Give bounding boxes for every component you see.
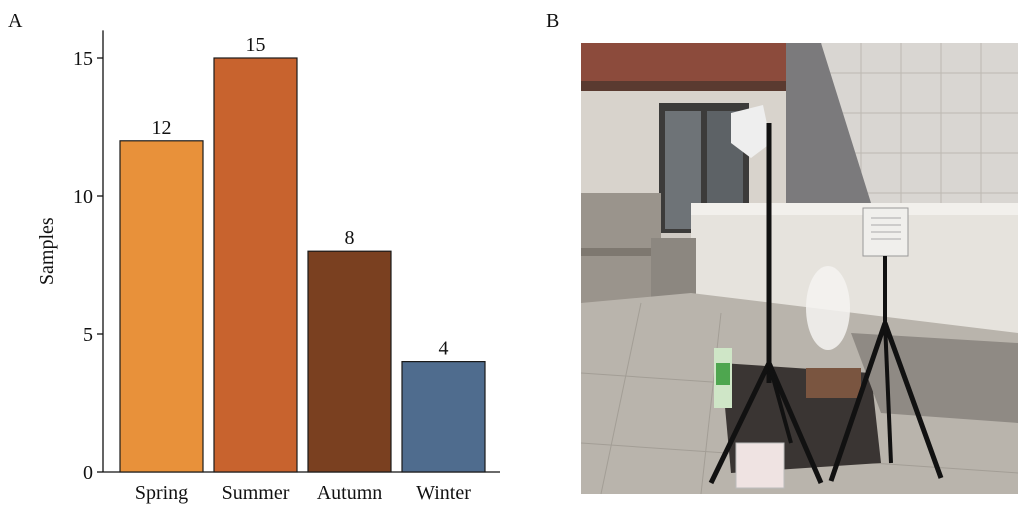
y-tick-label: 10 bbox=[73, 186, 93, 208]
bar-value-label: 8 bbox=[345, 227, 355, 249]
photo-scene bbox=[581, 43, 1018, 494]
x-tick-label: Autumn bbox=[317, 482, 383, 504]
bar-autumn bbox=[307, 250, 392, 473]
rooftop-sampler-photo bbox=[581, 43, 1018, 494]
y-tick-label: 15 bbox=[73, 48, 93, 70]
bar-chart: 0 5 10 15 Samples 12 Spring 15 Summer 8 Autumn 4 Wi… bbox=[36, 30, 500, 504]
y-tick-label: 5 bbox=[83, 324, 93, 346]
x-tick-label: Summer bbox=[222, 482, 290, 504]
panel-label-b: B bbox=[546, 10, 560, 32]
panel-label-a: A bbox=[8, 10, 23, 32]
bar-value-label: 4 bbox=[439, 338, 449, 360]
bar-summer bbox=[213, 57, 298, 473]
bar-value-label: 15 bbox=[246, 34, 266, 56]
y-tick-label: 0 bbox=[83, 462, 93, 484]
y-axis-label: Samples bbox=[36, 217, 58, 285]
x-tick-label: Winter bbox=[416, 482, 471, 504]
x-tick-label: Spring bbox=[135, 482, 188, 504]
bar-winter bbox=[401, 361, 486, 473]
chart-labels: 12 Spring 15 Summer 8 Autumn 4 Winter bbox=[135, 34, 471, 504]
bar-spring bbox=[119, 140, 204, 473]
chart-axes: 0 5 10 15 Samples bbox=[36, 30, 500, 484]
bar-value-label: 12 bbox=[152, 117, 172, 139]
chart-bars bbox=[119, 57, 486, 473]
